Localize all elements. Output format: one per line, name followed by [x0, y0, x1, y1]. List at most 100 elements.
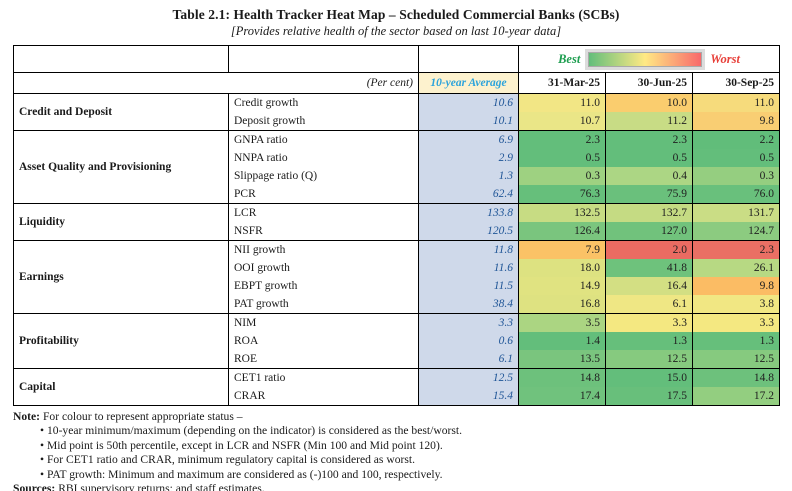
heatmap-value-cell: 132.5 [518, 203, 606, 222]
table-row: ROA 0.6 1.4 1.3 1.3 [14, 332, 781, 350]
category-cell: Credit and Deposit [13, 93, 229, 131]
indicator-cell: Credit growth [228, 93, 419, 112]
heatmap-value-cell: 16.8 [518, 295, 606, 314]
heatmap-value-cell: 127.0 [605, 222, 693, 241]
indicator-cell: Deposit growth [228, 112, 419, 131]
indicator-cell: PAT growth [228, 295, 419, 314]
heatmap-value-cell: 1.3 [605, 332, 693, 350]
indicator-cell: PCR [228, 185, 419, 204]
table-title: Table 2.1: Health Tracker Heat Map – Sch… [172, 7, 620, 22]
heatmap-value-cell: 2.2 [691, 130, 781, 149]
heatmap-value-cell: 14.8 [691, 368, 781, 387]
average-value-cell: 15.4 [418, 387, 519, 406]
heatmap-value-cell: 76.0 [691, 185, 781, 204]
heatmap-value-cell: 10.7 [518, 112, 606, 131]
note-line: Note: For colour to represent appropriat… [13, 410, 783, 424]
heatmap-value-cell: 126.4 [518, 222, 606, 241]
indicator-cell: NSFR [228, 222, 419, 241]
heatmap-value-cell: 9.8 [691, 112, 781, 131]
average-value-cell: 38.4 [418, 295, 519, 314]
table-row: PAT growth 38.4 16.8 6.1 3.8 [14, 295, 781, 314]
indicator-cell: NIM [228, 313, 419, 332]
heatmap-value-cell: 11.2 [605, 112, 693, 131]
heatmap-value-cell: 13.5 [518, 350, 606, 369]
heatmap-value-cell: 2.3 [691, 240, 781, 259]
heatmap-value-cell: 9.8 [691, 277, 781, 295]
heatmap-value-cell: 12.5 [691, 350, 781, 369]
heatmap-value-cell: 2.3 [605, 130, 693, 149]
heatmap-value-cell: 18.0 [518, 259, 606, 277]
notes-section: Note: For colour to represent appropriat… [13, 410, 783, 491]
indicator-cell: ROE [228, 350, 419, 369]
heatmap-value-cell: 3.5 [518, 313, 606, 332]
average-value-cell: 11.5 [418, 277, 519, 295]
heatmap-value-cell: 17.5 [605, 387, 693, 406]
indicator-cell: NII growth [228, 240, 419, 259]
indicator-cell: OOI growth [228, 259, 419, 277]
average-value-cell: 0.6 [418, 332, 519, 350]
average-value-cell: 3.3 [418, 313, 519, 332]
heatmap-value-cell: 0.3 [518, 167, 606, 185]
column-header-30-jun-25: 30-Jun-25 [605, 72, 693, 94]
heatmap-value-cell: 11.0 [518, 93, 606, 112]
heatmap-value-cell: 6.1 [605, 295, 693, 314]
table-row: Asset Quality and Provisioning GNPA ratio… [13, 130, 781, 204]
note-intro: For colour to represent appropriate stat… [42, 410, 243, 423]
indicator-cell: Slippage ratio (Q) [228, 167, 419, 185]
heatmap-value-cell: 11.0 [691, 93, 781, 112]
heatmap-value-cell: 0.4 [605, 167, 693, 185]
category-cell: Profitability [13, 313, 229, 369]
note-bullet: 10-year minimum/maximum (depending on th… [13, 424, 783, 438]
indicator-cell: CRAR [228, 387, 419, 406]
indicator-cell: EBPT growth [228, 277, 419, 295]
indicator-cell: GNPA ratio [228, 130, 419, 149]
legend-best-label: Best [558, 51, 581, 66]
legend-wrap: Best Worst [558, 51, 740, 67]
category-cell: Earnings [13, 240, 229, 314]
heatmap-value-cell: 14.9 [518, 277, 606, 295]
heatmap-value-cell: 124.7 [691, 222, 781, 241]
column-header-31-mar-25: 31-Mar-25 [518, 72, 606, 94]
table-row: Capital CET1 ratio 12.5 14.8 15.0 14.8 [13, 368, 781, 406]
category-cell: Asset Quality and Provisioning [13, 130, 229, 204]
heatmap-value-cell: 75.9 [605, 185, 693, 204]
average-value-cell: 6.1 [418, 350, 519, 369]
note-bullets: 10-year minimum/maximum (depending on th… [13, 424, 783, 482]
table-row: ROE 6.1 13.5 12.5 12.5 [14, 350, 781, 369]
average-value-cell: 12.5 [418, 368, 519, 387]
sources-line: Sources: RBI supervisory returns; and st… [13, 482, 783, 491]
indicator-cell: ROA [228, 332, 419, 350]
heatmap-value-cell: 12.5 [605, 350, 693, 369]
heatmap-value-cell: 131.7 [691, 203, 781, 222]
note-bullet: Mid point is 50th percentile, except in … [13, 439, 783, 453]
heatmap-value-cell: 3.3 [605, 313, 693, 332]
heatmap-value-cell: 0.5 [605, 149, 693, 167]
table-row: EBPT growth 11.5 14.9 16.4 9.8 [14, 277, 781, 295]
heatmap-value-cell: 7.9 [518, 240, 606, 259]
indicator-cell: CET1 ratio [228, 368, 419, 387]
heatmap-value-cell: 41.8 [605, 259, 693, 277]
average-value-cell: 10.6 [418, 93, 519, 112]
health-tracker-heatmap-table: Best Worst (Per cent) 10-year Average 31… [13, 45, 781, 406]
table-row: Slippage ratio (Q) 1.3 0.3 0.4 0.3 [14, 167, 781, 185]
table-row: Liquidity LCR 133.8 132.5 132.7 131.7 [13, 203, 781, 241]
heatmap-value-cell: 3.3 [691, 313, 781, 332]
legend-worst-label: Worst [710, 51, 740, 66]
heatmap-gradient-bar [588, 51, 703, 67]
table-row: Earnings NII growth 11.8 7.9 2.0 2.3 [13, 240, 781, 314]
average-value-cell: 11.8 [418, 240, 519, 259]
note-bullet: PAT growth: Minimum and maximum are cons… [13, 468, 783, 482]
average-value-cell: 10.1 [418, 112, 519, 131]
heatmap-value-cell: 26.1 [691, 259, 781, 277]
unit-label: (Per cent) [13, 72, 419, 94]
color-legend: Best Worst [517, 45, 781, 73]
table-row: NNPA ratio 2.9 0.5 0.5 0.5 [14, 149, 781, 167]
sources-label: Sources: [13, 482, 56, 491]
table-row: Deposit growth 10.1 10.7 11.2 9.8 [14, 112, 781, 131]
table-row: NSFR 120.5 126.4 127.0 124.7 [14, 222, 781, 241]
heatmap-value-cell: 76.3 [518, 185, 606, 204]
heatmap-value-cell: 1.4 [518, 332, 606, 350]
heatmap-value-cell: 15.0 [605, 368, 693, 387]
legend-row: Best Worst [13, 45, 781, 73]
